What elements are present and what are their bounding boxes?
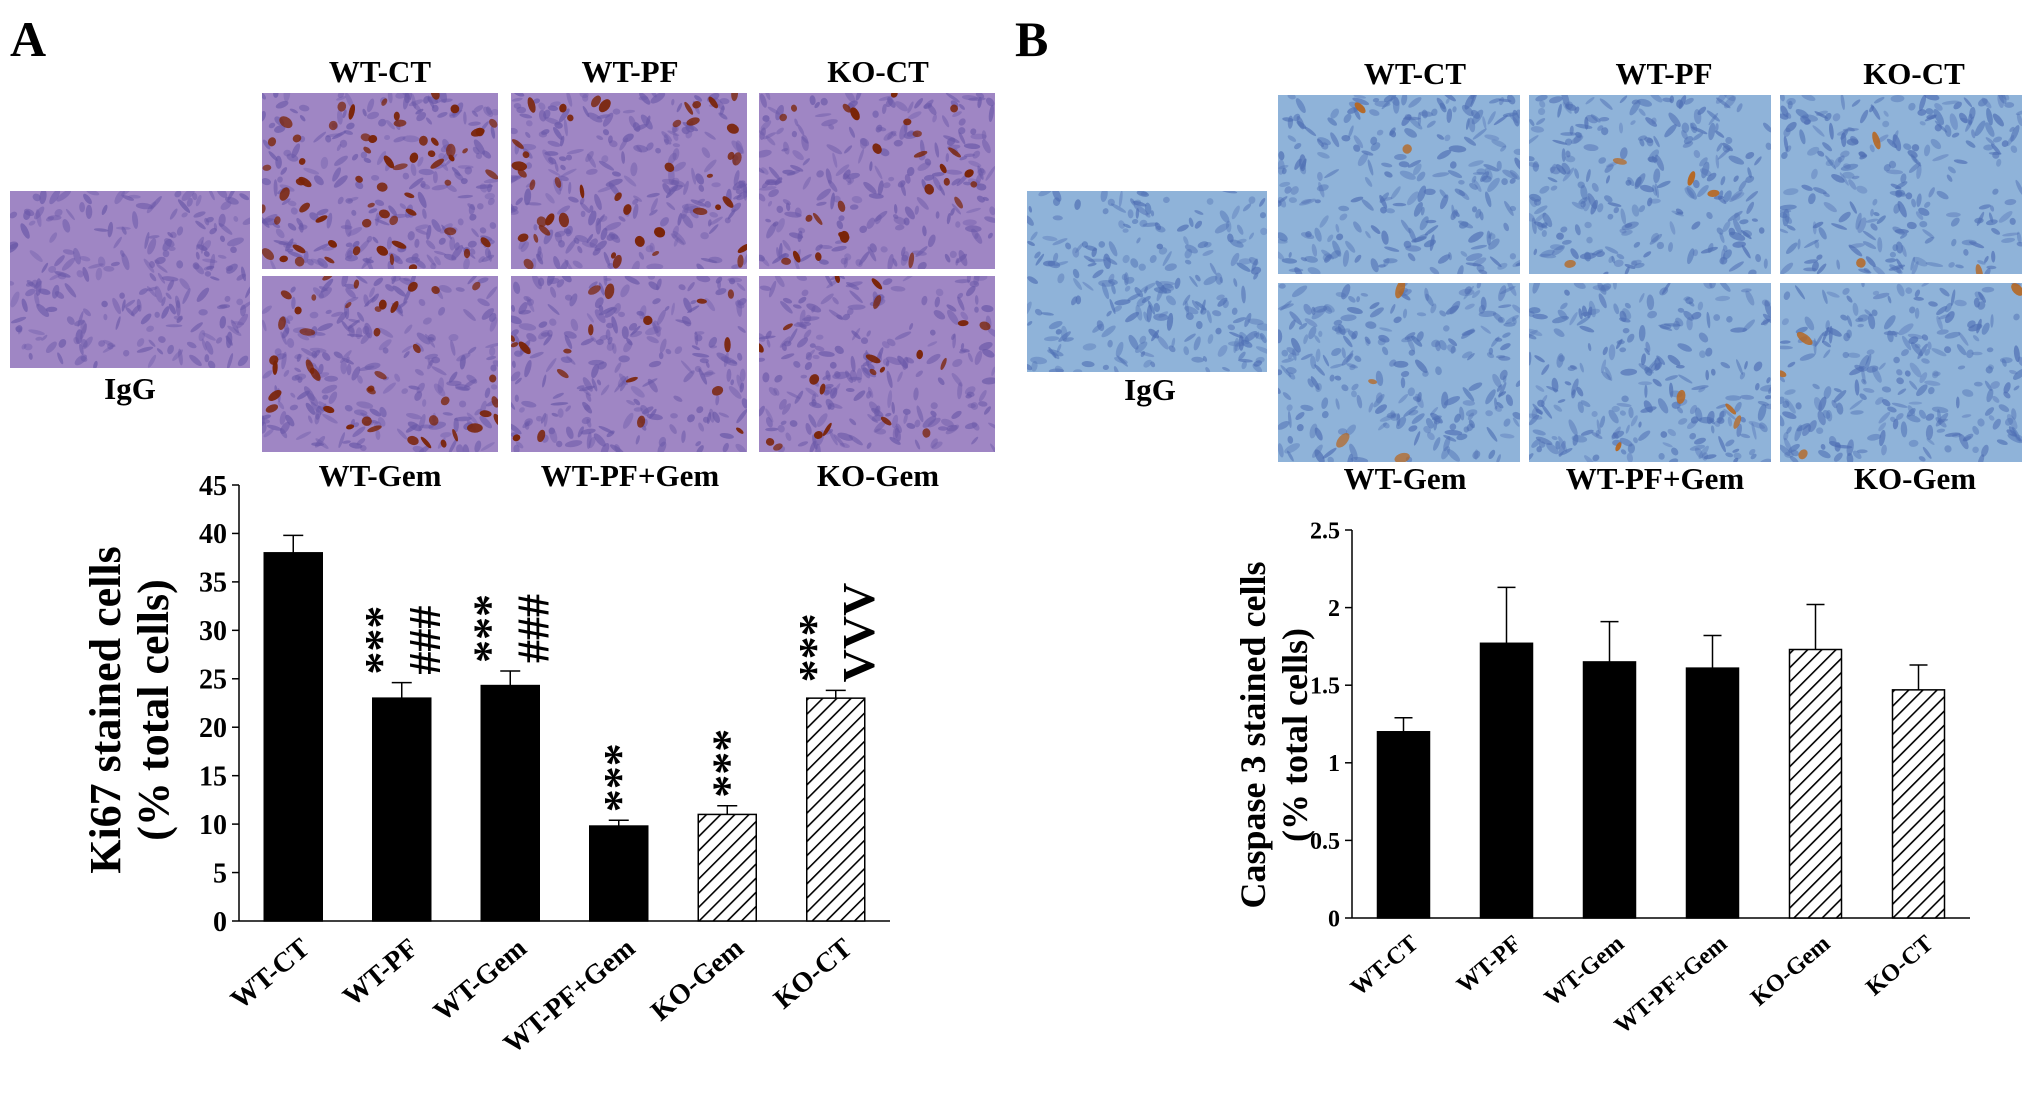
panel-a-label-igg: IgG	[104, 371, 156, 406]
y-tick-label: 40	[199, 519, 227, 550]
bar-wt-ct	[1376, 731, 1431, 919]
panel-a-micrograph-ko-ct	[759, 93, 995, 269]
bar-ko-ct	[806, 697, 866, 922]
bar-wt-pf-gem	[589, 825, 649, 922]
panel-b-micrograph-ko-ct	[1780, 95, 2022, 274]
panel-a-micrograph-wt-gem	[262, 276, 498, 452]
x-tick-label-wt-pf: WT-PF	[337, 933, 424, 1013]
panel-a-label-wt-pf-gem: WT-PF+Gem	[540, 458, 720, 493]
y-tick-label: 30	[199, 616, 227, 647]
y-tick-label: 2.5	[1310, 518, 1340, 544]
caspase3-bar-chart: 0 0.5 1 1.5 2 2.5 Caspase 3 stained cells (% to…	[1233, 518, 1970, 1040]
panel-a-label-wt-pf: WT-PF	[581, 54, 679, 89]
panel-b-micrograph-igg	[1027, 191, 1267, 372]
panel-b-micrograph-wt-pf	[1529, 95, 1771, 274]
bar-wt-pf	[1479, 642, 1534, 919]
panel-a-micrograph-wt-pf-gem	[511, 276, 747, 452]
y-axis-title-line2: (% total cells)	[1275, 628, 1315, 842]
x-tick-label-wt-pf: WT-PF	[1452, 931, 1526, 999]
x-tick-label-wt-gem: WT-Gem	[428, 933, 533, 1028]
panel-a-label-wt-gem: WT-Gem	[318, 458, 442, 493]
x-tick-label-wt-ct: WT-CT	[1346, 931, 1423, 1002]
significance-ko-ct-1: VVV	[833, 583, 884, 683]
panel-a-label-wt-ct: WT-CT	[328, 54, 432, 89]
x-tick-label-wt-pf-gem: WT-PF+Gem	[1610, 931, 1733, 1040]
panel-b-label-wt-gem: WT-Gem	[1343, 461, 1467, 496]
panel-a-label-ko-ct: KO-CT	[827, 54, 929, 89]
y-tick-label: 25	[199, 665, 227, 696]
y-tick-label: 1	[1328, 751, 1340, 777]
significance-ko-ct-0: ***	[789, 613, 840, 682]
panel-b-label-wt-pf-gem: WT-PF+Gem	[1565, 461, 1745, 496]
bar-wt-pf	[372, 697, 432, 922]
y-tick-label: 2	[1328, 596, 1340, 622]
panel-b-micrograph-wt-gem	[1278, 283, 1520, 462]
y-axis-title-line2: (% total cells)	[129, 579, 178, 840]
panel-a-micrograph-wt-pf	[511, 93, 747, 269]
y-tick-label: 35	[199, 568, 227, 599]
bar-wt-ct	[263, 552, 323, 922]
x-tick-label-wt-ct: WT-CT	[225, 932, 316, 1015]
panel-a-micrograph-wt-ct	[262, 93, 498, 269]
x-tick-label-ko-ct: KO-CT	[1861, 931, 1938, 1001]
significance-wt-pf-1: ###	[399, 606, 450, 675]
x-tick-label-ko-gem: KO-Gem	[1746, 931, 1835, 1012]
y-tick-label: 45	[199, 471, 227, 502]
panel-b-label-igg: IgG	[1124, 372, 1176, 407]
panel-a-label-ko-gem: KO-Gem	[816, 458, 940, 493]
panel-a-micrograph-igg	[10, 191, 250, 368]
panel-b-label-ko-gem: KO-Gem	[1853, 461, 1977, 496]
bar-wt-pf-gem	[1685, 667, 1740, 919]
y-tick-label: 0.5	[1310, 829, 1340, 855]
x-tick-label-ko-ct: KO-CT	[768, 932, 858, 1015]
y-tick-label: 0	[213, 907, 227, 938]
y-tick-label: 1.5	[1310, 674, 1340, 700]
panel-b-micrograph-ko-gem	[1780, 283, 2022, 462]
panel-b-label-wt-ct: WT-CT	[1363, 56, 1467, 91]
y-axis-title-line1: Ki67 stained cells	[81, 546, 130, 874]
y-tick-label: 0	[1328, 906, 1340, 932]
bar-ko-gem	[1788, 648, 1843, 919]
significance-wt-gem-1: ###	[507, 594, 558, 663]
panel-b-letter: B	[1015, 11, 1049, 67]
panel-b-micrograph-wt-pf-gem	[1529, 283, 1771, 462]
panel-b-label-wt-pf: WT-PF	[1615, 56, 1713, 91]
bar-wt-gem	[1582, 661, 1637, 919]
y-tick-label: 15	[199, 761, 227, 792]
significance-wt-pf-0: ***	[355, 606, 406, 675]
panel-b-micrograph-wt-ct	[1278, 95, 1520, 274]
bar-ko-ct	[1891, 689, 1946, 919]
panel-b-label-ko-ct: KO-CT	[1863, 56, 1965, 91]
x-tick-label-ko-gem: KO-Gem	[645, 933, 750, 1028]
panel-a-micrograph-ko-gem	[759, 276, 995, 452]
y-tick-label: 10	[199, 810, 227, 841]
panel-a-letter: A	[10, 11, 47, 67]
significance-wt-pf-gem-0: ***	[594, 743, 645, 812]
y-tick-label: 5	[213, 858, 227, 889]
y-axis-title-line1: Caspase 3 stained cells	[1233, 561, 1273, 908]
significance-ko-gem-0: ***	[702, 729, 753, 798]
ki67-bar-chart: 0 5 10 15 20 25 30 35 40 45 Ki67 stained cells (% t…	[81, 471, 890, 1060]
significance-wt-gem-0: ***	[463, 594, 514, 663]
bar-wt-gem	[480, 684, 540, 922]
bar-ko-gem	[697, 813, 757, 922]
y-tick-label: 20	[199, 713, 227, 744]
x-tick-label-wt-gem: WT-Gem	[1540, 931, 1630, 1012]
